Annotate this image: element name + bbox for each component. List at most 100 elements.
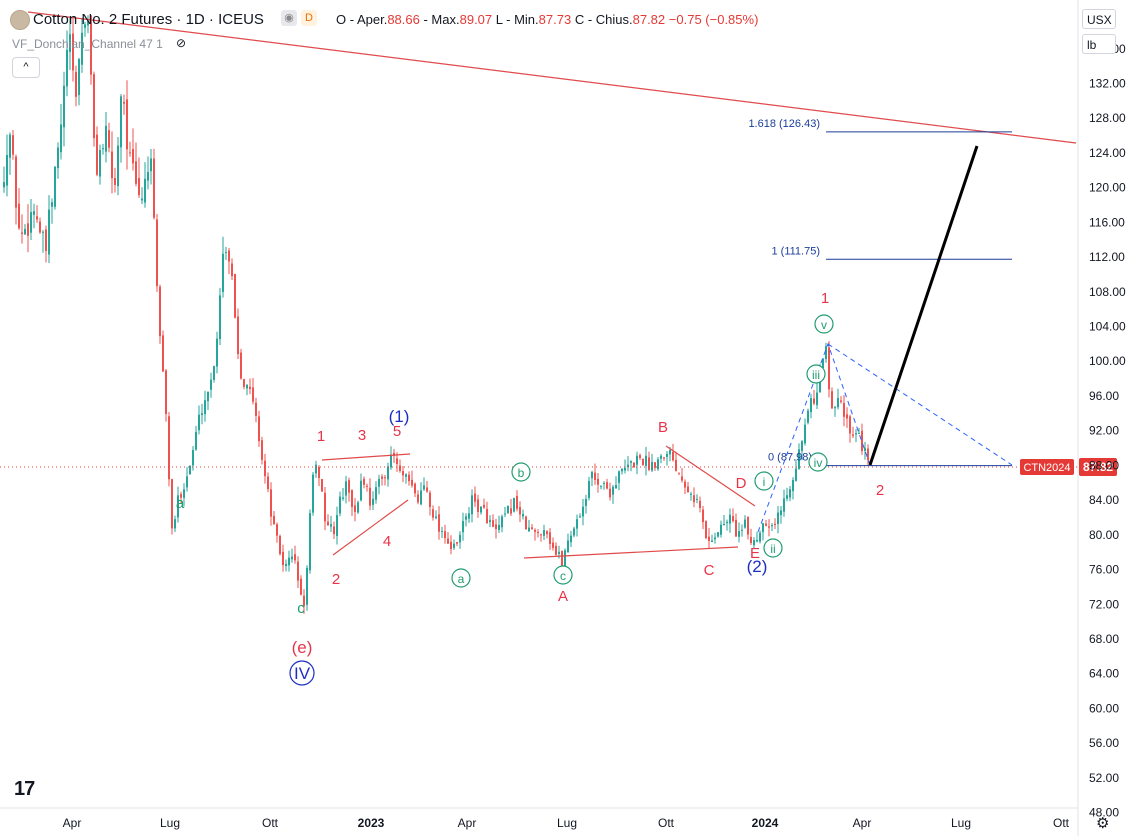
candle-body xyxy=(525,516,527,530)
candle xyxy=(459,531,461,549)
wave-label: ii xyxy=(763,538,783,558)
candle-body xyxy=(18,203,20,229)
candle xyxy=(381,474,383,486)
candle-body xyxy=(732,516,734,522)
candle xyxy=(186,467,188,492)
candle xyxy=(768,519,770,537)
candle-body xyxy=(27,223,29,236)
candle-body xyxy=(807,410,809,423)
candle xyxy=(504,506,506,518)
candle-body xyxy=(786,495,788,499)
candle-body xyxy=(186,476,188,488)
candle-body xyxy=(342,497,344,499)
wave-label: 5 xyxy=(393,423,401,440)
candle xyxy=(486,501,488,524)
candle xyxy=(312,472,314,516)
wave-label-text: iv xyxy=(814,456,823,470)
candle xyxy=(21,214,23,244)
open-label: O - Aper. xyxy=(336,12,388,27)
candle-body xyxy=(363,478,365,485)
wave-label: B xyxy=(658,419,668,436)
candle-body xyxy=(9,134,11,158)
candle-body xyxy=(177,495,179,518)
wave-label-circle xyxy=(808,452,828,472)
symbol-title[interactable]: Cotton No. 2 Futures · 1D · ICEUS xyxy=(33,11,264,28)
abcde-lower-line xyxy=(523,546,739,559)
candle-body xyxy=(354,505,356,512)
candle xyxy=(414,482,416,497)
candle-body xyxy=(744,519,746,528)
candle xyxy=(627,456,629,472)
candle-body xyxy=(720,524,722,535)
candle xyxy=(159,284,161,344)
x-tick-label: Apr xyxy=(458,816,477,830)
candle xyxy=(231,258,233,280)
candle-body xyxy=(285,563,287,566)
candle-body xyxy=(660,455,662,459)
candle xyxy=(228,247,230,275)
hidden-eye-icon[interactable]: ⊘ xyxy=(176,36,187,50)
candle xyxy=(594,463,596,485)
candle xyxy=(852,426,854,438)
candle-body xyxy=(300,578,302,595)
candle-body xyxy=(516,495,518,509)
wave-label-text: 4 xyxy=(383,533,391,550)
wave-label: a xyxy=(451,568,471,588)
candle xyxy=(24,224,26,235)
candle-body xyxy=(405,474,407,477)
candle-body xyxy=(453,543,455,548)
candle xyxy=(654,462,656,471)
candle xyxy=(252,378,254,405)
wave-label: E xyxy=(750,545,760,562)
currency-select[interactable]: USX xyxy=(1082,9,1116,29)
candle xyxy=(861,423,863,455)
candle xyxy=(306,565,308,611)
candle-body xyxy=(681,476,683,481)
candle xyxy=(798,443,800,470)
candle xyxy=(87,15,89,34)
candle xyxy=(219,287,221,346)
candle xyxy=(174,515,176,533)
candle xyxy=(135,142,137,187)
wave-label: v xyxy=(814,314,834,334)
candle-body xyxy=(783,498,785,512)
candle xyxy=(717,531,719,538)
unit-select[interactable]: lb xyxy=(1082,34,1116,54)
wave-label-text: D xyxy=(736,475,747,492)
wave-label-text: a xyxy=(458,572,465,586)
candle xyxy=(210,372,212,398)
candle-body xyxy=(384,477,386,479)
candle-body xyxy=(615,485,617,489)
collapse-button[interactable]: ^ xyxy=(12,57,40,78)
candle-body xyxy=(552,542,554,548)
candle-body xyxy=(282,551,284,566)
candle-body xyxy=(60,124,62,153)
indicator-name[interactable]: VF_Donchian_Channel 47 1 xyxy=(12,37,163,51)
candle xyxy=(213,365,215,383)
candle xyxy=(234,273,236,319)
candle-body xyxy=(336,515,338,536)
candle xyxy=(519,501,521,522)
eye-icon[interactable]: ◉ xyxy=(281,10,297,26)
candle-body xyxy=(402,471,404,476)
candle xyxy=(588,476,590,501)
high-value: 89.07 xyxy=(459,12,493,27)
tradingview-logo-icon[interactable]: 17 xyxy=(14,778,35,800)
candle xyxy=(291,548,293,563)
candle xyxy=(411,470,413,488)
candle xyxy=(279,534,281,556)
candle xyxy=(114,167,116,193)
candle-body xyxy=(837,397,839,408)
candle-body xyxy=(129,152,131,154)
candle-body xyxy=(483,504,485,508)
candle xyxy=(177,486,179,523)
candle-body xyxy=(399,465,401,471)
candle-body xyxy=(684,481,686,488)
candle-body xyxy=(318,466,320,479)
gear-icon[interactable]: ⚙ xyxy=(1096,815,1110,832)
candle xyxy=(255,397,257,423)
candle xyxy=(552,537,554,551)
candle-body xyxy=(201,413,203,416)
candle xyxy=(48,195,50,263)
